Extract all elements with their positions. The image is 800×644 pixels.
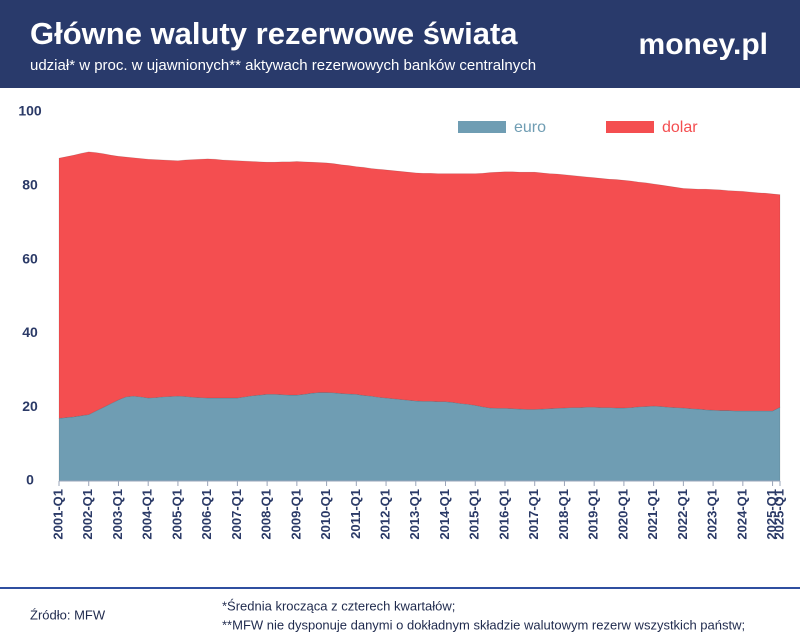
x-tick-label: 2018-Q1 <box>556 489 571 540</box>
legend-label: dolar <box>662 119 698 136</box>
y-tick-label: 20 <box>22 398 38 414</box>
x-tick-label: 2021-Q1 <box>645 489 660 540</box>
x-tick-label: 2022-Q1 <box>675 489 690 540</box>
logo: money.pl <box>639 28 768 61</box>
legend-swatch <box>606 121 654 133</box>
legend-swatch <box>458 121 506 133</box>
x-tick-label: 2019-Q1 <box>586 489 601 540</box>
chart-subtitle: udział* w proc. w ujawnionych** aktywach… <box>30 57 536 74</box>
note: *Średnia krocząca z czterech kwartałów; <box>222 598 455 613</box>
x-tick-label: 2011-Q1 <box>348 489 363 539</box>
x-tick-label: 2025-Q1 <box>764 489 779 540</box>
x-tick-label: 2003-Q1 <box>110 489 125 540</box>
legend-label: euro <box>514 119 546 136</box>
header-band <box>0 0 800 88</box>
source: Źródło: MFW <box>30 607 106 622</box>
x-tick-label: 2016-Q1 <box>496 489 511 540</box>
x-tick-label: 2023-Q1 <box>705 489 720 540</box>
chart-title: Główne waluty rezerwowe świata <box>30 16 518 51</box>
x-tick-label: 2002-Q1 <box>80 489 95 540</box>
x-tick-label: 2017-Q1 <box>526 489 541 540</box>
x-tick-label: 2010-Q1 <box>318 489 333 540</box>
x-tick-label: 2008-Q1 <box>259 489 274 540</box>
x-tick-label: 2013-Q1 <box>407 489 422 540</box>
x-tick-label: 2015-Q1 <box>467 489 482 540</box>
x-tick-label: 2009-Q1 <box>288 489 303 540</box>
x-tick-label: 2007-Q1 <box>229 489 244 540</box>
x-tick-label: 2014-Q1 <box>437 489 452 540</box>
note: **MFW nie dysponuje danymi o dokładnym s… <box>222 617 745 632</box>
x-tick-label: 2020-Q1 <box>615 489 630 540</box>
x-tick-label: 2001-Q1 <box>50 489 65 540</box>
x-tick-label: 2012-Q1 <box>377 489 392 540</box>
y-tick-label: 100 <box>18 103 42 119</box>
x-tick-label: 2006-Q1 <box>199 489 214 540</box>
y-tick-label: 60 <box>22 250 38 266</box>
area <box>58 151 781 419</box>
x-tick-label: 2005-Q1 <box>169 489 184 540</box>
x-tick-label: 2024-Q1 <box>734 489 749 540</box>
y-tick-label: 40 <box>22 324 38 340</box>
y-tick-label: 80 <box>22 177 38 193</box>
x-tick-label: 2025-Q1 <box>771 489 786 540</box>
x-tick-label: 2004-Q1 <box>140 489 155 540</box>
y-tick-label: 0 <box>26 472 34 488</box>
